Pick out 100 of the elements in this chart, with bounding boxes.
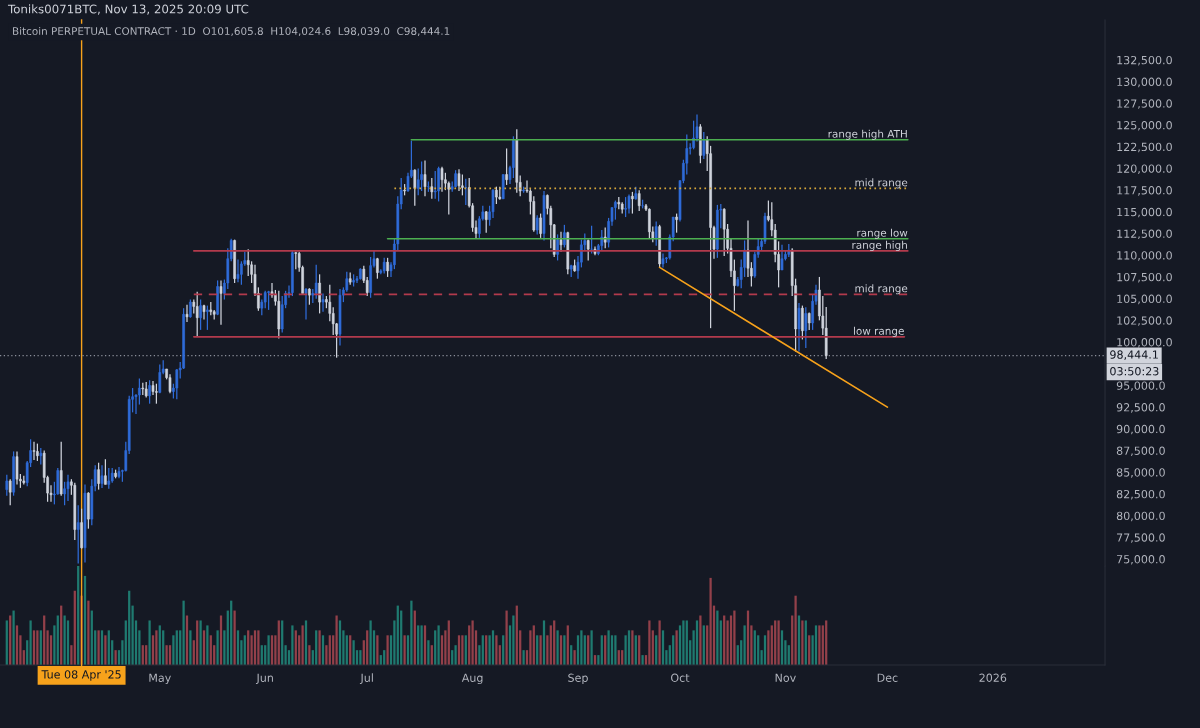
candlestick	[454, 169, 457, 189]
y-tick-label: 125,000.0	[1117, 121, 1172, 131]
bar	[437, 625, 440, 665]
y-tick-label: 82,500.0	[1116, 489, 1165, 500]
bar	[607, 630, 610, 665]
bar	[403, 635, 406, 665]
candlestick	[87, 491, 90, 530]
candlestick	[97, 462, 100, 491]
candlestick	[495, 186, 498, 205]
bar	[743, 625, 746, 665]
candlestick	[219, 279, 223, 326]
candlestick	[559, 231, 563, 253]
bar	[233, 610, 236, 665]
bar	[189, 630, 192, 665]
y-tick-label: 92,500.0	[1116, 403, 1165, 413]
x-tick-label: 2026	[979, 673, 1007, 682]
y-tick-label: 90,000.0	[1116, 424, 1165, 435]
candlestick	[702, 131, 706, 160]
bar	[427, 640, 430, 665]
y-tick-label: 102,500.0	[1117, 316, 1172, 326]
ref-line-label: 98,444.1	[1110, 350, 1158, 360]
candlestick	[440, 166, 444, 193]
candlestick	[199, 298, 202, 331]
bar	[580, 630, 583, 665]
x-tick-label: Dec	[877, 673, 898, 682]
x-tick-label: Sep	[568, 673, 588, 685]
candlestick	[8, 478, 12, 506]
candlestick	[155, 383, 158, 405]
candlestick	[386, 257, 389, 278]
bar	[29, 620, 32, 665]
bar	[335, 615, 338, 665]
series-label: mid range	[855, 178, 908, 189]
candlestick	[573, 258, 576, 273]
bar	[291, 625, 294, 665]
y-tick-label: 95,000.0	[1116, 381, 1165, 391]
bar	[148, 620, 151, 665]
bar	[257, 630, 260, 665]
candlestick	[556, 233, 559, 262]
candlestick	[321, 292, 325, 313]
candlestick	[318, 273, 321, 315]
bar	[454, 645, 457, 665]
candlestick	[233, 238, 236, 284]
bar	[206, 625, 209, 665]
candlestick	[114, 469, 117, 479]
candlestick	[624, 196, 627, 218]
candlestick	[699, 123, 702, 164]
candlestick	[522, 186, 525, 194]
text: Bitcoin PERPETUAL CONTRACT · 1D O101,605.8 H104,024.6 L98,039.0 C98,444.1	[13, 26, 450, 37]
bar	[216, 630, 219, 665]
candlestick	[304, 287, 308, 321]
candlestick	[376, 257, 379, 280]
candlestick	[158, 363, 162, 394]
candlestick	[308, 287, 311, 306]
series-label: mid range	[855, 284, 908, 295]
candlestick	[430, 177, 434, 200]
bar	[512, 615, 515, 665]
candlestick	[631, 191, 634, 215]
candlestick	[66, 474, 70, 502]
candlestick	[15, 450, 19, 486]
bar	[495, 635, 498, 665]
bar	[675, 630, 678, 665]
candlestick	[314, 264, 318, 300]
candlestick	[420, 160, 423, 192]
bar	[155, 630, 158, 665]
candlestick	[780, 244, 784, 271]
y-tick-label: 75,000.0	[1117, 555, 1165, 565]
bar	[641, 655, 644, 665]
bar	[614, 635, 617, 665]
ref-line-label: Tue 08 Apr '25	[41, 670, 121, 681]
y-tick-label: 110,000.0	[1117, 251, 1172, 261]
bar	[410, 600, 413, 665]
candlestick	[423, 159, 427, 197]
bar	[114, 650, 117, 665]
y-tick-label: 115,000.0	[1117, 207, 1172, 218]
candlestick	[457, 168, 461, 192]
bar	[709, 577, 712, 665]
candlestick	[627, 193, 631, 215]
y-tick-label: 85,000.0	[1116, 468, 1165, 478]
bar	[471, 620, 474, 665]
candlestick	[12, 450, 15, 497]
candlestick	[641, 199, 644, 209]
candlestick	[206, 304, 209, 331]
bar	[505, 610, 508, 665]
candlestick	[437, 166, 440, 203]
chart-title: Toniks0071BTC, Nov 13, 2025 20:09 UTC	[7, 4, 249, 15]
candlestick	[189, 298, 192, 319]
bar	[733, 610, 736, 665]
bar	[590, 630, 593, 665]
y-tick-label: 127,500.0	[1117, 99, 1172, 109]
candlestick	[801, 304, 804, 341]
candlestick	[185, 304, 189, 323]
candlestick	[716, 204, 719, 259]
y-tick-label: 87,500.0	[1116, 446, 1165, 457]
bar	[87, 600, 90, 665]
candlestick	[216, 279, 219, 316]
y-tick-label: 122,500.0	[1117, 142, 1172, 153]
series-label: low range	[853, 326, 904, 337]
y-tick-label: 120,000.0	[1117, 164, 1172, 174]
bar	[369, 620, 372, 665]
candlestick	[100, 464, 104, 489]
